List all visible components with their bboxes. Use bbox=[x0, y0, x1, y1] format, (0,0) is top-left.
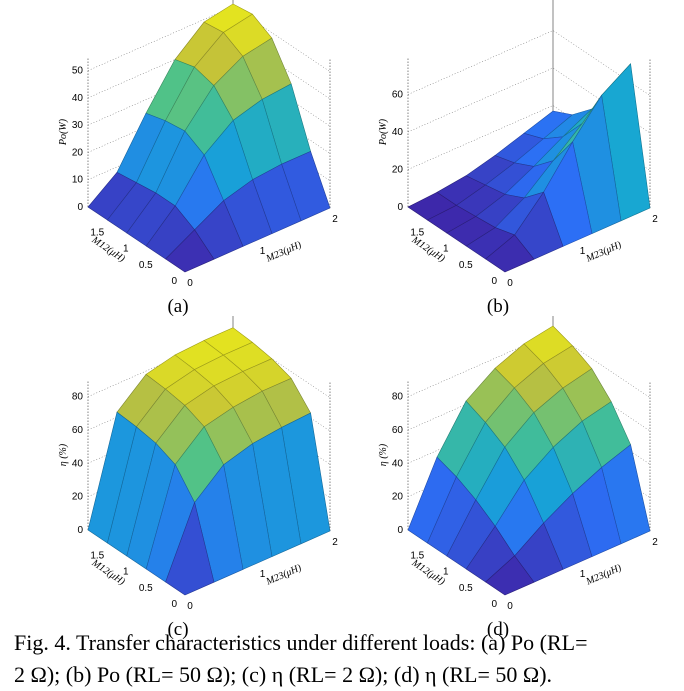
x-tick-label: 2 bbox=[652, 537, 658, 548]
y-tick-label: 0.5 bbox=[139, 260, 153, 271]
y-tick-label: 1.5 bbox=[90, 227, 104, 238]
surface-patch bbox=[165, 501, 215, 596]
y-axis-label: M12(μH) bbox=[89, 234, 127, 265]
z-axis-label: η (%) bbox=[378, 443, 389, 466]
y-tick-label: 0 bbox=[171, 599, 177, 610]
y-axis-label: M12(μH) bbox=[409, 234, 447, 265]
z-tick-label: 20 bbox=[72, 147, 84, 158]
z-axis-label: Po(W) bbox=[58, 118, 69, 146]
z-tick-label: 20 bbox=[392, 165, 404, 176]
z-tick-label: 0 bbox=[77, 525, 83, 536]
z-tick-label: 40 bbox=[392, 458, 404, 469]
y-axis-label: M12(μH) bbox=[89, 557, 127, 588]
x-tick-label: 0 bbox=[507, 278, 513, 289]
z-tick-label: 0 bbox=[397, 202, 403, 213]
y-tick-label: 0 bbox=[171, 276, 177, 287]
surface-patch bbox=[485, 234, 535, 273]
x-tick-label: 1 bbox=[580, 246, 586, 257]
panel-label: (c) bbox=[167, 619, 188, 640]
panel-label: (d) bbox=[487, 619, 509, 640]
x-tick-label: 0 bbox=[187, 601, 193, 612]
z-tick-label: 80 bbox=[72, 392, 84, 403]
x-tick-label: 2 bbox=[332, 537, 338, 548]
z-axis-label: Po(W) bbox=[378, 118, 389, 146]
caption-line: 2 Ω); (b) Po (RL= 50 Ω); (c) η (RL= 2 Ω)… bbox=[14, 662, 552, 687]
z-tick-label: 30 bbox=[72, 120, 84, 131]
panel-label: (a) bbox=[167, 296, 188, 317]
x-axis-label: M23(μH) bbox=[584, 562, 624, 588]
z-tick-label: 20 bbox=[72, 492, 84, 503]
y-tick-label: 1 bbox=[123, 244, 129, 255]
y-tick-label: 1.5 bbox=[90, 550, 104, 561]
surface-patch bbox=[165, 229, 215, 273]
z-tick-label: 50 bbox=[72, 66, 84, 77]
z-tick-label: 20 bbox=[392, 492, 404, 503]
z-tick-label: 60 bbox=[392, 425, 404, 436]
panel: 0102030405001200.511.5M23(μH)M12(μH)Po(W… bbox=[58, 0, 338, 317]
z-tick-label: 80 bbox=[392, 392, 404, 403]
z-tick-label: 40 bbox=[72, 458, 84, 469]
y-tick-label: 1 bbox=[443, 244, 449, 255]
x-tick-label: 1 bbox=[580, 569, 586, 580]
y-tick-label: 0 bbox=[491, 276, 497, 287]
y-tick-label: 0 bbox=[491, 599, 497, 610]
y-tick-label: 0.5 bbox=[459, 260, 473, 271]
y-tick-label: 1.5 bbox=[410, 227, 424, 238]
panel-label: (b) bbox=[487, 296, 509, 317]
x-tick-label: 2 bbox=[652, 214, 658, 225]
y-tick-label: 1 bbox=[123, 567, 129, 578]
z-tick-label: 60 bbox=[72, 425, 84, 436]
y-tick-label: 1 bbox=[443, 567, 449, 578]
z-tick-label: 0 bbox=[397, 525, 403, 536]
y-tick-label: 0.5 bbox=[139, 583, 153, 594]
z-tick-label: 40 bbox=[392, 127, 404, 138]
x-axis-label: M23(μH) bbox=[264, 562, 304, 588]
z-tick-label: 0 bbox=[77, 202, 83, 213]
caption-line: Fig. 4. Transfer characteristics under d… bbox=[14, 630, 587, 655]
x-tick-label: 0 bbox=[187, 278, 193, 289]
z-tick-label: 40 bbox=[72, 93, 84, 104]
y-tick-label: 1.5 bbox=[410, 550, 424, 561]
z-tick-label: 10 bbox=[72, 175, 84, 186]
z-axis-label: η (%) bbox=[58, 443, 69, 466]
x-axis-label: M23(μH) bbox=[264, 239, 304, 265]
x-tick-label: 0 bbox=[507, 601, 513, 612]
y-axis-label: M12(μH) bbox=[409, 557, 447, 588]
z-tick-label: 60 bbox=[392, 90, 404, 101]
x-tick-label: 2 bbox=[332, 214, 338, 225]
x-tick-label: 1 bbox=[260, 246, 266, 257]
x-tick-label: 1 bbox=[260, 569, 266, 580]
surface-patch bbox=[485, 555, 535, 596]
y-tick-label: 0.5 bbox=[459, 583, 473, 594]
x-axis-label: M23(μH) bbox=[584, 239, 624, 265]
